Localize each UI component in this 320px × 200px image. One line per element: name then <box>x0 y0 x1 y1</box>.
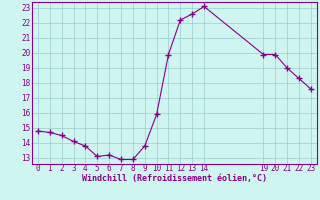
X-axis label: Windchill (Refroidissement éolien,°C): Windchill (Refroidissement éolien,°C) <box>82 174 267 183</box>
